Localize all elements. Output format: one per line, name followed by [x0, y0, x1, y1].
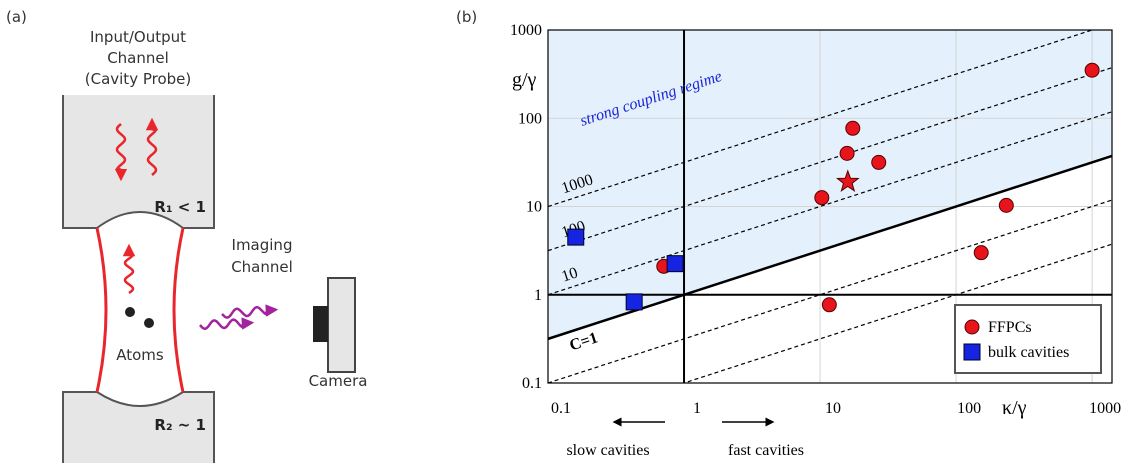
x-tick-label: 1000 [1089, 400, 1121, 417]
data-point [839, 145, 855, 161]
legend-label: bulk cavities [988, 344, 1069, 361]
cavity-diagram: (a) Input/Output Channel (Cavity Probe) … [6, 8, 367, 463]
panel-label: (b) [456, 8, 477, 26]
photon-arrow [122, 243, 136, 295]
y-tick-label: 0.1 [522, 375, 542, 392]
x-tick-label: 0.1 [551, 400, 571, 417]
cooperativity-line [548, 30, 1095, 208]
io-channel-label: Input/Output [90, 28, 186, 46]
panel-label: (a) [6, 8, 27, 26]
camera-body [327, 277, 356, 373]
y-tick-label: 100 [518, 110, 542, 127]
camera-label: Camera [309, 372, 368, 390]
top-mirror [62, 95, 215, 229]
strong-coupling-region [548, 30, 1112, 339]
camera-lens [313, 306, 328, 342]
plot-frame [547, 29, 1113, 384]
bottom-mirror [62, 391, 215, 463]
cooperativity-line [548, 67, 1112, 252]
y-axis-label: g/γ [512, 69, 537, 91]
atoms-label: Atoms [116, 346, 164, 364]
legend-box [954, 304, 1102, 374]
data-point [1084, 62, 1100, 78]
data-point [666, 255, 684, 273]
atom [125, 307, 135, 317]
data-point [998, 197, 1014, 213]
imaging-channel-label: Channel [231, 258, 293, 276]
data-point [845, 120, 861, 136]
io-channel-label: Channel [107, 49, 169, 67]
cavity-mode [95, 227, 108, 393]
photon-arrow [221, 304, 279, 319]
cooperativity-line [548, 199, 1112, 383]
cooperativity-line [682, 243, 1112, 383]
photon-arrow [114, 123, 128, 182]
photon-arrow [145, 117, 159, 176]
io-channel-label: (Cavity Probe) [85, 70, 192, 88]
data-point [567, 228, 585, 246]
r1-label: R₁ < 1 [154, 198, 206, 216]
atom [144, 318, 154, 328]
data-point [814, 190, 830, 206]
data-point [871, 154, 887, 170]
y-tick-label: 10 [526, 199, 542, 216]
annotation: fast cavities [728, 442, 804, 459]
data-point [836, 169, 860, 192]
r2-label: R₂ ~ 1 [154, 416, 206, 434]
legend: FFPCs bulk cavities [954, 304, 1102, 374]
y-tick-label: 1 [534, 287, 542, 304]
x-axis-label: κ/γ [1002, 397, 1027, 419]
photon-arrow [199, 317, 255, 331]
cavity-mode [172, 227, 185, 393]
cooperativity-line [548, 111, 1112, 296]
cooperativity-label: 10 [559, 264, 579, 285]
imaging-channel-label: Imaging [232, 236, 293, 254]
y-tick-label: 1000 [510, 22, 542, 39]
legend-label: FFPCs [988, 319, 1032, 336]
legend-marker [964, 319, 980, 335]
legend-marker [963, 343, 981, 361]
x-tick-label: 10 [825, 400, 841, 417]
annotation: slow cavities [566, 442, 649, 459]
data-point [625, 293, 643, 311]
x-tick-label: 1 [693, 400, 701, 417]
data-point [973, 245, 989, 261]
data-point [821, 297, 837, 313]
x-tick-label: 100 [957, 400, 981, 417]
